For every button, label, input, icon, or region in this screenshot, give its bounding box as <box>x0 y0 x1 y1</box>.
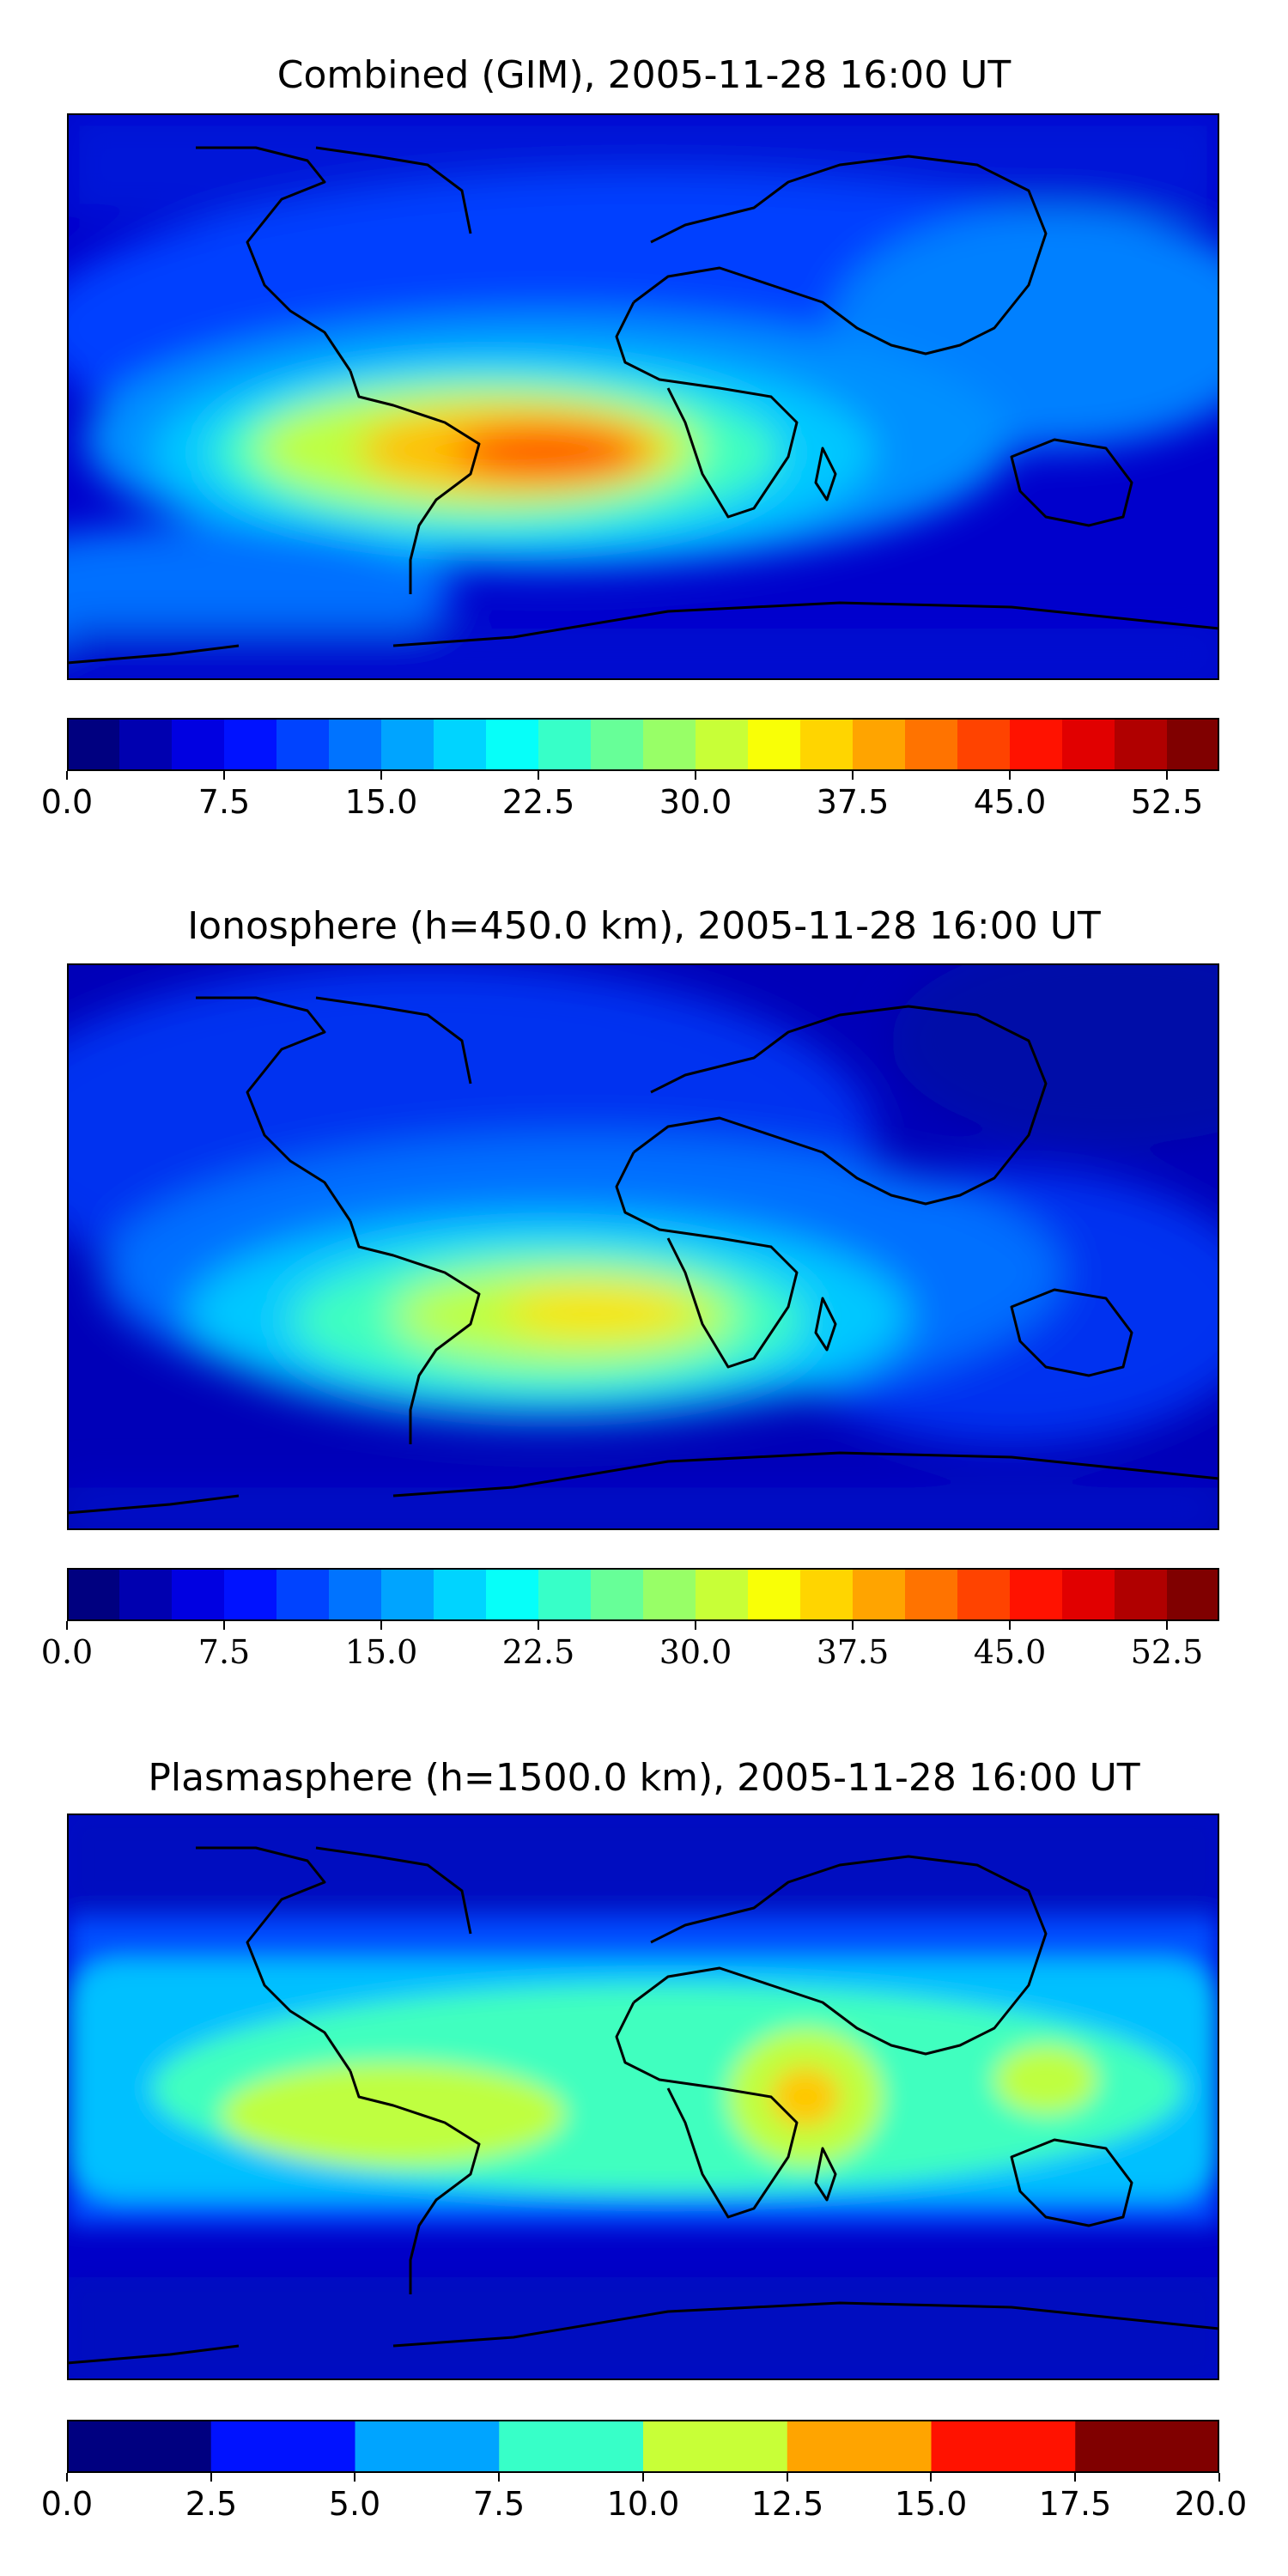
tec-map-plasmasphere <box>67 1814 1219 2380</box>
tick-label: 22.5 <box>501 1633 575 1671</box>
colorbar-ticks-plasmasphere: 0.0 2.5 5.0 7.5 10.0 12.5 15.0 17.5 20.0 <box>0 2473 1288 2523</box>
colorbar-segment <box>853 718 906 771</box>
colorbar-segment <box>434 1568 487 1621</box>
tick-label: 7.5 <box>472 2485 526 2523</box>
coastlines <box>67 996 1219 1515</box>
tick-label: 7.5 <box>197 783 251 821</box>
colorbar-segment <box>67 2420 212 2473</box>
tick-label: 5.0 <box>328 2485 381 2523</box>
colorbar-segment <box>1010 718 1063 771</box>
tick-label: 30.0 <box>659 783 732 821</box>
tick-label: 10.0 <box>606 2485 680 2523</box>
tec-map-combined <box>67 113 1219 680</box>
colorbar-segment <box>853 1568 906 1621</box>
colorbar-segment <box>329 718 382 771</box>
colorbar-segment <box>787 2420 933 2473</box>
tick-label: 37.5 <box>816 783 890 821</box>
colorbar-segment <box>486 718 539 771</box>
tick-label: 2.5 <box>185 2485 238 2523</box>
colorbar-segment <box>381 1568 434 1621</box>
colorbar-segment <box>119 1568 173 1621</box>
tick-label: 20.0 <box>1174 2485 1248 2523</box>
colorbar-segment <box>643 718 696 771</box>
coastlines <box>67 146 1219 665</box>
colorbar-segment <box>276 718 330 771</box>
tick-label: 17.5 <box>1038 2485 1112 2523</box>
map-frame <box>67 113 1219 680</box>
colorbar-segment <box>957 1568 1011 1621</box>
colorbar-segment <box>931 2420 1076 2473</box>
colorbar-segment <box>329 1568 382 1621</box>
colorbar-segment <box>800 1568 854 1621</box>
colorbar-segment <box>67 1568 120 1621</box>
colorbar-segment <box>499 2420 644 2473</box>
tick-label: 0.0 <box>40 783 94 821</box>
colorbar-segment <box>210 2420 356 2473</box>
colorbar-segment <box>1062 1568 1115 1621</box>
colorbar-ticks-ionosphere: 0.0 7.5 15.0 22.5 30.0 37.5 45.0 52.5 <box>0 1621 1288 1671</box>
colorbar-segment <box>119 718 173 771</box>
tick-label: 15.0 <box>344 1633 418 1671</box>
tick-label: 52.5 <box>1130 783 1204 821</box>
colorbar-segment <box>696 718 749 771</box>
colorbar-segment <box>224 1568 277 1621</box>
colorbar-segment <box>1115 718 1168 771</box>
tick-label: 45.0 <box>973 1633 1047 1671</box>
colorbar-segment <box>1115 1568 1168 1621</box>
colorbar-segment <box>434 718 487 771</box>
colorbar-segment <box>643 1568 696 1621</box>
chart-title: Combined (GIM), 2005-11-28 16:00 UT <box>276 53 1012 97</box>
map-frame <box>67 1814 1219 2380</box>
colorbar-combined <box>67 718 1219 771</box>
tick-label: 15.0 <box>344 783 418 821</box>
map-frame <box>67 963 1219 1530</box>
colorbar-segment <box>905 718 958 771</box>
colorbar-segment <box>1075 2420 1219 2473</box>
colorbar-segment <box>748 1568 801 1621</box>
colorbar-segment <box>1167 718 1219 771</box>
colorbar-segment <box>800 718 854 771</box>
colorbar-ticks-combined: 0.0 7.5 15.0 22.5 30.0 37.5 45.0 52.5 <box>0 771 1288 821</box>
tick-label: 7.5 <box>197 1633 251 1671</box>
tick-label: 0.0 <box>40 1633 94 1671</box>
tick-label: 45.0 <box>973 783 1047 821</box>
chart-title: Plasmasphere (h=1500.0 km), 2005-11-28 1… <box>148 1756 1140 1800</box>
colorbar-segment <box>1010 1568 1063 1621</box>
colorbar-segment <box>905 1568 958 1621</box>
colorbar-segment <box>276 1568 330 1621</box>
colorbar-segment <box>748 718 801 771</box>
colorbar-plasmasphere <box>67 2420 1219 2473</box>
colorbar-segment <box>1062 718 1115 771</box>
colorbar-segment <box>696 1568 749 1621</box>
tick-label: 52.5 <box>1130 1633 1204 1671</box>
colorbar-segment <box>486 1568 539 1621</box>
colorbar-segment <box>172 1568 225 1621</box>
tick-label: 0.0 <box>40 2485 94 2523</box>
coastlines <box>67 1846 1219 2365</box>
tick-label: 37.5 <box>816 1633 890 1671</box>
colorbar-segment <box>381 718 434 771</box>
colorbar-ionosphere <box>67 1568 1219 1621</box>
chart-title: Ionosphere (h=450.0 km), 2005-11-28 16:0… <box>187 904 1101 948</box>
colorbar-segment <box>355 2420 500 2473</box>
tec-map-ionosphere <box>67 963 1219 1530</box>
colorbar-segment <box>591 1568 644 1621</box>
colorbar-segment <box>67 718 120 771</box>
colorbar-segment <box>591 718 644 771</box>
colorbar-segment <box>643 2420 788 2473</box>
colorbar-segment <box>172 718 225 771</box>
colorbar-segment <box>538 718 592 771</box>
colorbar-segment <box>538 1568 592 1621</box>
tick-label: 12.5 <box>750 2485 824 2523</box>
colorbar-segment <box>224 718 277 771</box>
colorbar-segment <box>957 718 1011 771</box>
tick-label: 15.0 <box>894 2485 968 2523</box>
tick-label: 22.5 <box>501 783 575 821</box>
tick-label: 30.0 <box>659 1633 732 1671</box>
colorbar-segment <box>1167 1568 1219 1621</box>
